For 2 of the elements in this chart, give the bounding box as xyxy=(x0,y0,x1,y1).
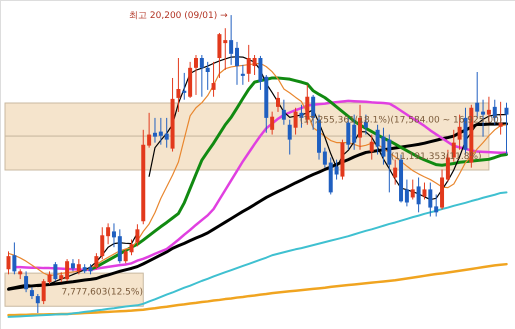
annotation: 최고 20,200 (09/01) → xyxy=(129,11,228,22)
band-label: 7,777,603(12.5%) xyxy=(62,287,143,298)
